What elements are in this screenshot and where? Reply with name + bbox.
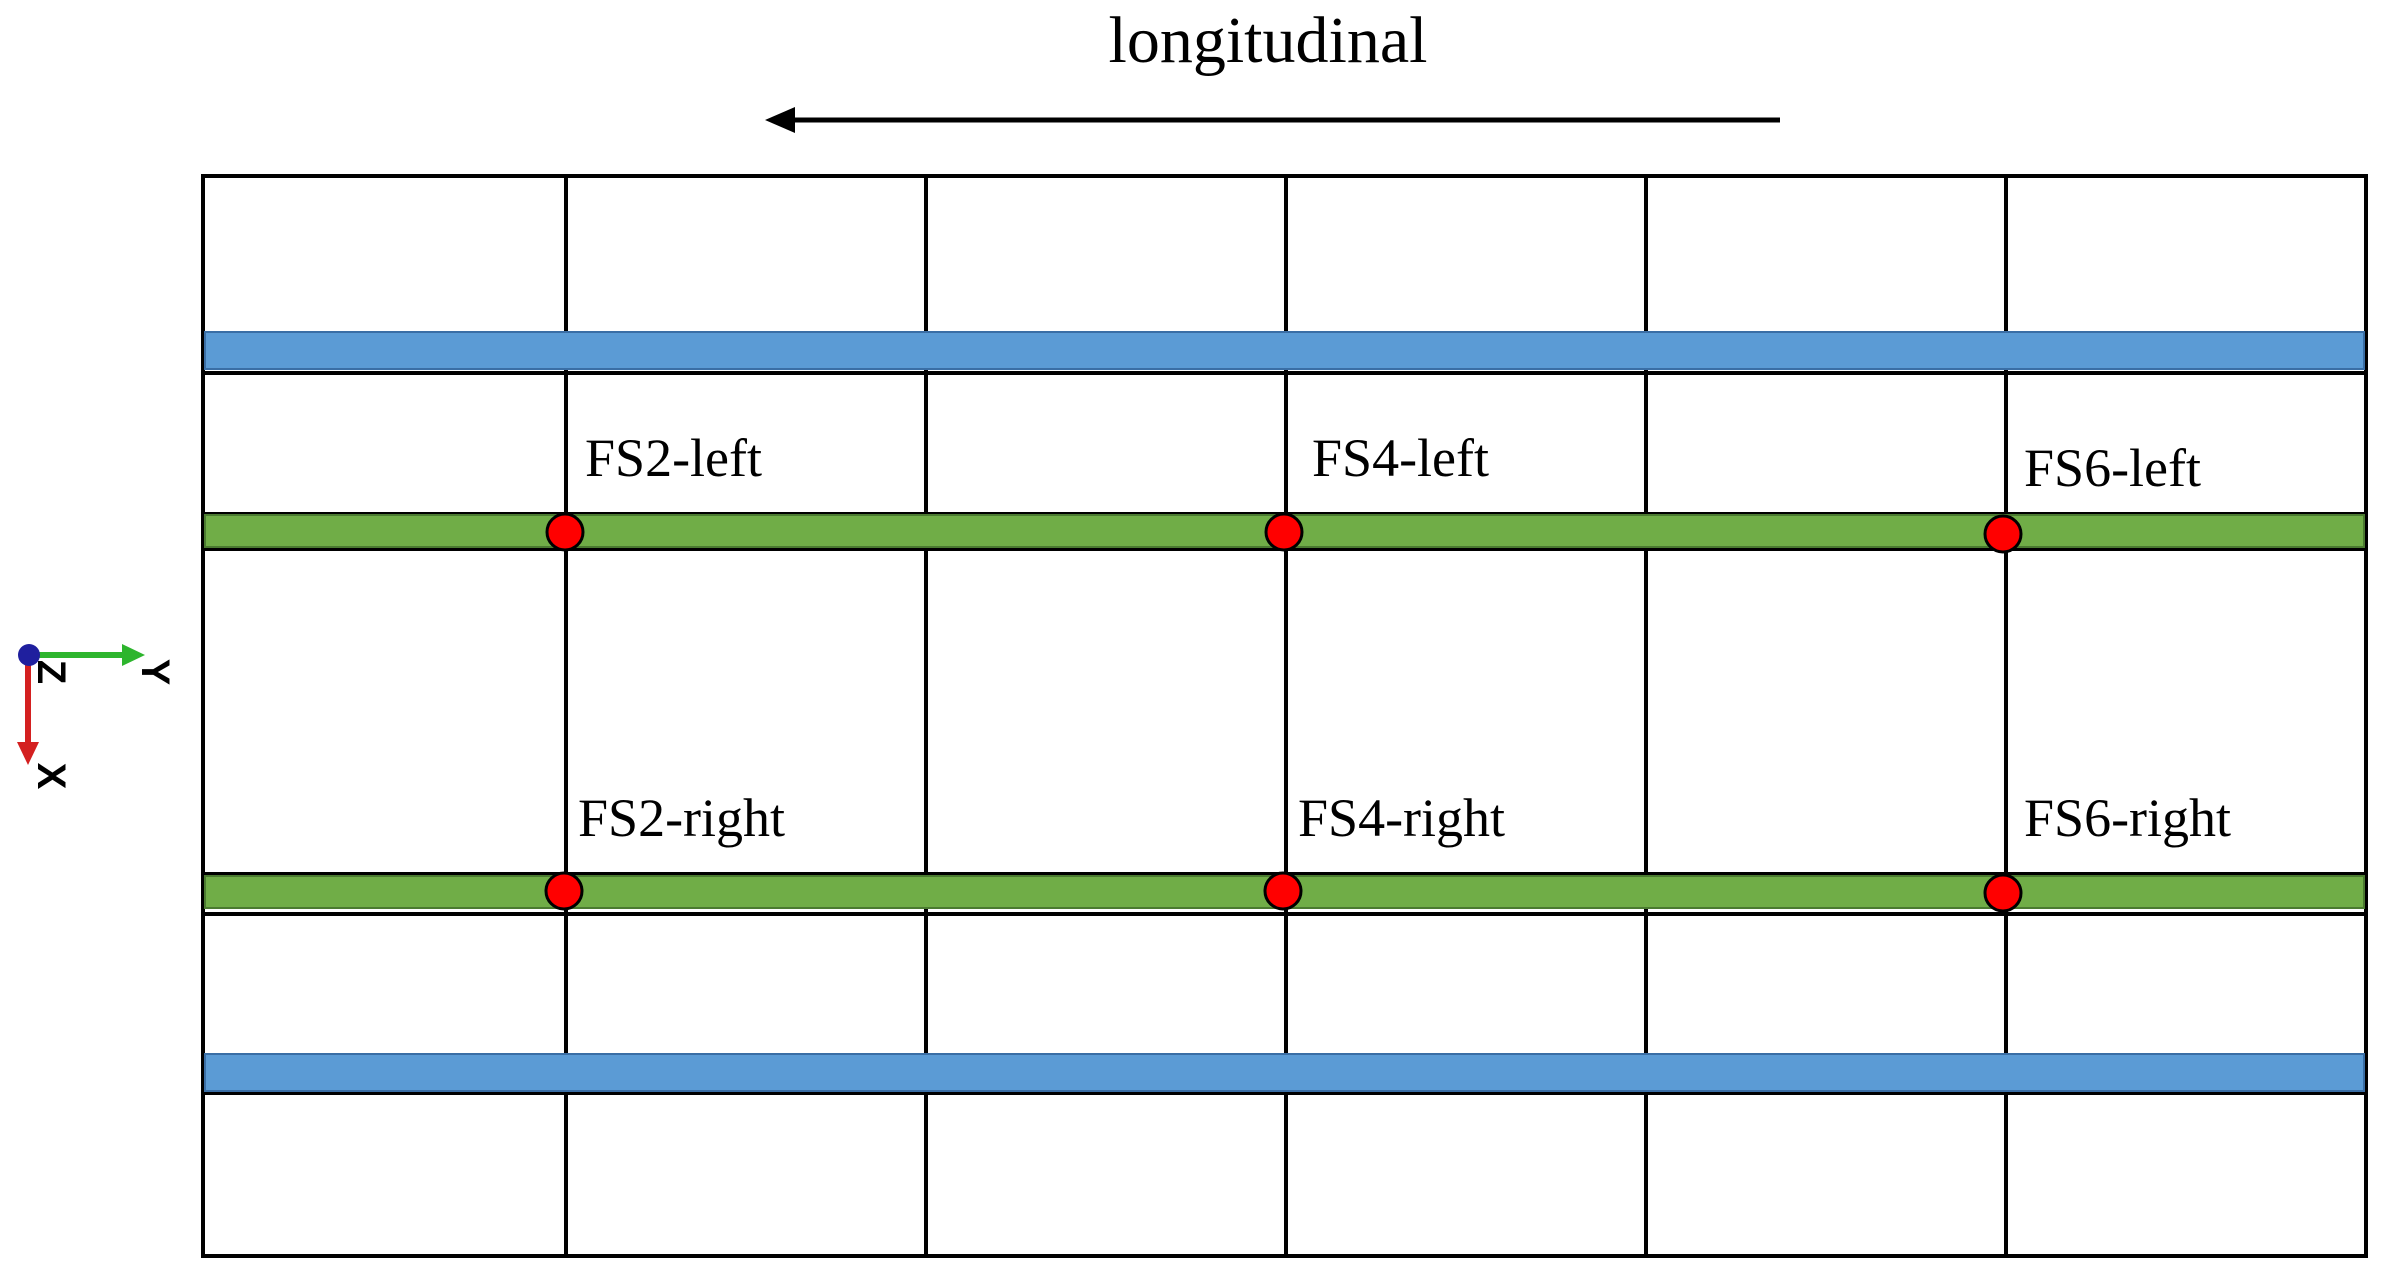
sensor-marker-fs2-left [545, 512, 585, 552]
sensor-label-fs6-left: FS6-left [2024, 438, 2201, 498]
sensor-marker-fs6-right [1983, 873, 2023, 913]
sensor-label-fs4-right: FS4-right [1298, 788, 1505, 848]
x-axis-arrowhead [17, 742, 39, 765]
outer-strip-bottom [204, 1053, 2365, 1092]
axis-triad: Y Z X [17, 644, 177, 790]
direction-label: longitudinal [1109, 4, 1428, 77]
sensor-marker-fs4-left [1264, 512, 1304, 552]
y-axis-arrowhead [122, 644, 145, 666]
outer-strip-top [204, 331, 2365, 370]
z-axis-letter: Z [29, 660, 73, 684]
direction-arrowhead [765, 107, 795, 133]
x-axis-letter: X [29, 763, 73, 790]
sensor-marker-fs4-right [1263, 871, 1303, 911]
sensor-label-fs4-left: FS4-left [1312, 428, 1489, 488]
y-axis-letter: Y [133, 659, 177, 686]
sensor-marker-fs2-right [544, 871, 584, 911]
sensor-marker-fs6-left [1983, 514, 2023, 554]
sensor-label-fs6-right: FS6-right [2024, 788, 2231, 848]
sensors: FS2-left FS4-left FS6-left FS2-right FS4… [544, 428, 2231, 913]
sensor-label-fs2-right: FS2-right [578, 788, 785, 848]
sensor-label-fs2-left: FS2-left [585, 428, 762, 488]
z-axis-origin-marker [18, 644, 40, 666]
